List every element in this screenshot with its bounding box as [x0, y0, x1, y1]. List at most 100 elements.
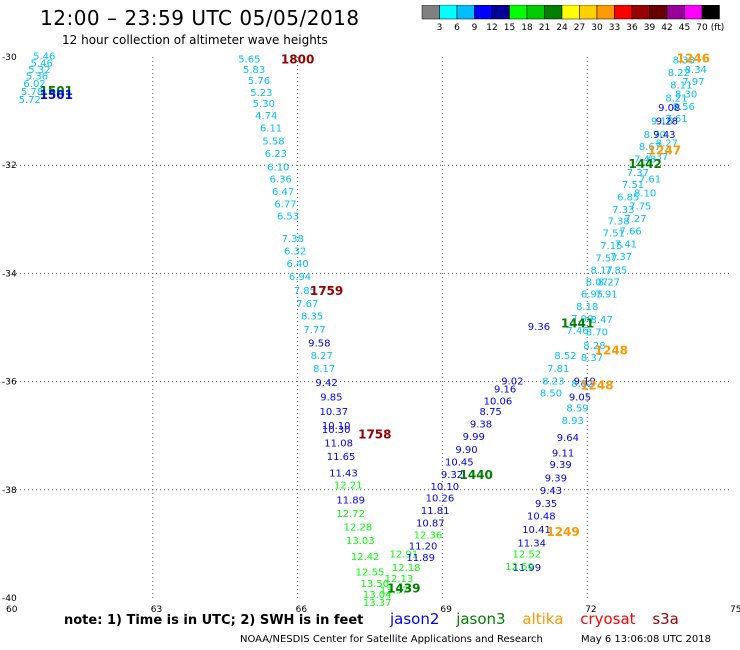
wave-height-value: 10.48	[527, 512, 556, 523]
wave-height-value: 12.42	[351, 552, 380, 563]
wave-height-value: 9.43	[540, 486, 562, 497]
pass-time-label: 1246	[677, 51, 710, 65]
wave-height-value: 8.59	[566, 403, 588, 414]
wave-height-value: 9.08	[658, 103, 680, 114]
pass-time-label: 1758	[358, 427, 391, 441]
colorbar-tick-label: 30	[591, 23, 603, 33]
wave-height-value: 11.43	[329, 468, 358, 479]
wave-height-value: 12.13	[385, 574, 414, 585]
wave-height-value: 8.70	[586, 328, 608, 339]
wave-height-value: 6.77	[274, 199, 296, 210]
wave-height-value: 5.76	[248, 76, 270, 87]
wave-height-value: 9.16	[651, 117, 673, 128]
colorbar-tick-label: 45	[679, 23, 690, 33]
colorbar-tick-label: 9	[472, 23, 478, 33]
wave-height-value: 9.28	[656, 117, 678, 128]
wave-height-value: 9.02	[501, 376, 523, 387]
colorbar-tick-label: 6	[454, 23, 460, 33]
colorbar-tick-label: 33	[609, 23, 620, 33]
pass-time-label: 1759	[310, 284, 343, 298]
x-tick-label: 60	[6, 605, 18, 615]
wave-height-value: 13.50	[361, 579, 390, 590]
wave-height-value: 10.26	[426, 494, 455, 505]
wave-height-value: 12.28	[344, 522, 373, 533]
wave-height-value: 7.15	[600, 241, 622, 252]
wave-height-value: 5.36	[26, 72, 48, 83]
wave-height-value: 12.36	[414, 530, 443, 541]
wave-height-value: 8.07	[586, 277, 608, 288]
credit-line: NOAA/NESDIS Center for Satellite Applica…	[240, 634, 543, 645]
colorbar-tick-label: 21	[539, 23, 550, 33]
wave-height-value: 8.56	[673, 102, 695, 113]
generation-timestamp: May 6 13:06:08 UTC 2018	[581, 634, 711, 645]
pass-time-label: 1501	[40, 88, 73, 102]
wave-height-value: 6.02	[23, 79, 45, 90]
wave-height-value: 7.37	[646, 152, 668, 163]
wave-height-value: 10.87	[416, 519, 445, 530]
wave-height-value: 5.58	[262, 137, 284, 148]
pass-time-label: 1439	[387, 582, 420, 596]
wave-height-value: 10.10	[322, 421, 351, 432]
wave-height-value: 9.05	[569, 393, 591, 404]
wave-height-value: 5.23	[250, 88, 272, 99]
satellite-altika: altika	[522, 610, 564, 628]
wave-height-value: 7.37	[627, 168, 649, 179]
wave-height-value: 7.66	[620, 226, 642, 237]
wave-height-value: 9.90	[455, 445, 477, 456]
wave-height-value: 8.38	[673, 55, 695, 66]
wave-height-value: 11.81	[421, 506, 450, 517]
wave-height-value: 5.32	[28, 65, 50, 76]
wave-height-value: 7.37	[610, 252, 632, 263]
wave-height-value: 7.51	[603, 229, 625, 240]
colorbar-swatch	[701, 5, 720, 20]
wave-height-value: 12.91	[389, 549, 418, 560]
wave-height-value: 9.85	[320, 393, 342, 404]
wave-height-value: 5.46	[33, 52, 55, 63]
wave-height-value: 7.48	[634, 154, 656, 165]
wave-height-value: 9.36	[528, 322, 550, 333]
satellite-legend: jason2 jason3 altika cryosat s3a	[390, 610, 691, 628]
wave-height-value: 6.53	[277, 211, 299, 222]
wave-height-value: 8.70	[644, 130, 666, 141]
wave-height-value: 7.85	[294, 286, 316, 297]
wave-height-value: 6.94	[289, 272, 311, 283]
wave-height-value: 9.42	[315, 378, 337, 389]
wave-height-value: 11.65	[327, 452, 356, 463]
footer-note: note: 1) Time is in UTC; 2) SWH is in fe…	[64, 613, 364, 628]
wave-height-value: 8.22	[668, 68, 690, 79]
wave-height-value: 7.61	[639, 175, 661, 186]
wave-height-value: 8.34	[685, 65, 707, 76]
pass-time-label: 1440	[459, 468, 492, 482]
wave-height-value: 8.67	[639, 142, 661, 153]
wave-height-value: 7.33	[612, 205, 634, 216]
pass-time-label: 1249	[546, 525, 579, 539]
colorbar-tick-label: 15	[504, 23, 515, 33]
wave-height-value: 11.89	[406, 553, 435, 564]
wave-height-value: 7.91	[595, 290, 617, 301]
wave-height-value: 9.16	[494, 384, 516, 395]
colorbar-tick-label: 27	[574, 23, 585, 33]
wave-height-value: 6.47	[272, 187, 294, 198]
page-subtitle: 12 hour collection of altimeter wave hei…	[62, 33, 328, 47]
wave-height-value: 9.38	[470, 420, 492, 431]
wave-height-value: 8.28	[583, 341, 605, 352]
y-tick-label: -38	[2, 486, 17, 496]
wave-height-value: 8.50	[540, 389, 562, 400]
wave-height-value: 8.37	[581, 353, 603, 364]
wave-height-value: 6.85	[617, 192, 639, 203]
wave-height-value: 8.21	[665, 93, 687, 104]
wave-height-value: 5.72	[19, 95, 41, 106]
x-tick-label: 69	[440, 605, 452, 615]
wave-height-value: 12.55	[356, 567, 385, 578]
wave-height-value: 7.38	[282, 234, 304, 245]
wave-height-value: 9.35	[535, 499, 557, 510]
wave-height-value: 5.46	[31, 59, 53, 70]
wave-height-value: 7.61	[665, 114, 687, 125]
pass-time-label: 1800	[281, 52, 314, 66]
pass-time-label: 1501	[40, 84, 73, 98]
wave-height-value: 12.18	[392, 563, 421, 574]
pass-time-label: 1442	[628, 157, 661, 171]
wave-height-value: 9.39	[545, 474, 567, 485]
wave-height-value: 10.45	[445, 457, 474, 468]
wave-height-value: 7.90	[571, 314, 593, 325]
